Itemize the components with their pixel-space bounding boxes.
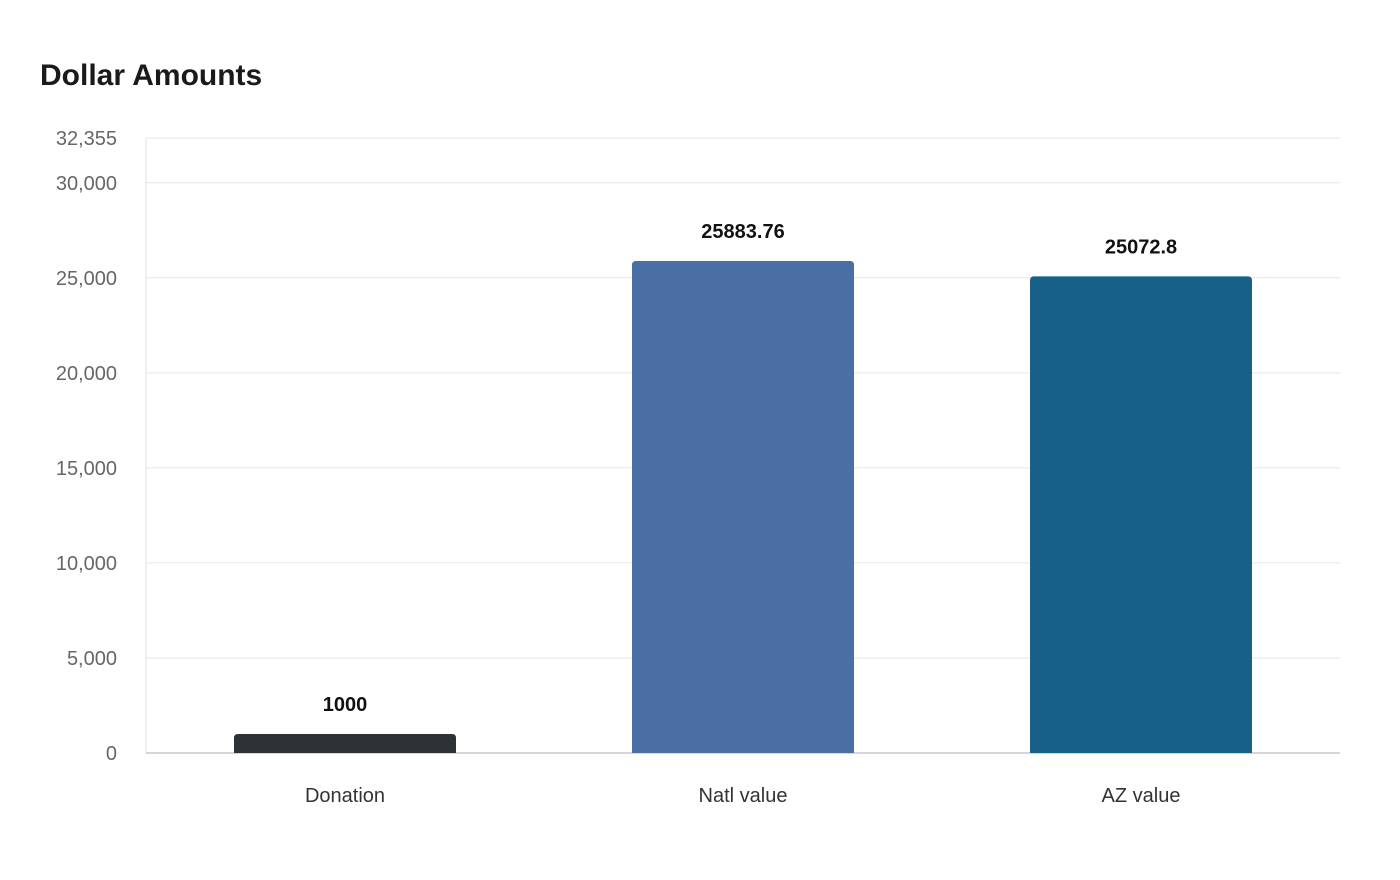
bar [632,261,854,753]
y-tick-label: 0 [106,743,117,765]
bars [234,261,1252,753]
data-label: 25072.8 [1105,236,1177,258]
data-label: 25883.76 [701,221,784,243]
y-tick-label: 32,355 [56,128,117,150]
x-category-label: AZ value [1102,785,1181,807]
y-tick-label: 25,000 [56,268,117,290]
y-tick-label: 30,000 [56,173,117,195]
y-tick-label: 20,000 [56,363,117,385]
y-tick-label: 5,000 [67,648,117,670]
x-category-label: Donation [305,785,385,807]
x-axis-category-labels: Donation Natl value AZ value [305,785,1181,807]
chart-title: Dollar Amounts [40,59,263,92]
y-tick-label: 10,000 [56,553,117,575]
data-label: 1000 [323,694,368,716]
bar [234,733,456,753]
data-labels: 1000 25883.76 25072.8 [323,221,1177,716]
y-axis-tick-labels: 0 5,000 10,000 15,000 20,000 25,000 30,000 32,3… [56,128,117,765]
bar [1030,276,1252,753]
x-category-label: Natl value [699,785,788,807]
y-tick-label: 15,000 [56,458,117,480]
